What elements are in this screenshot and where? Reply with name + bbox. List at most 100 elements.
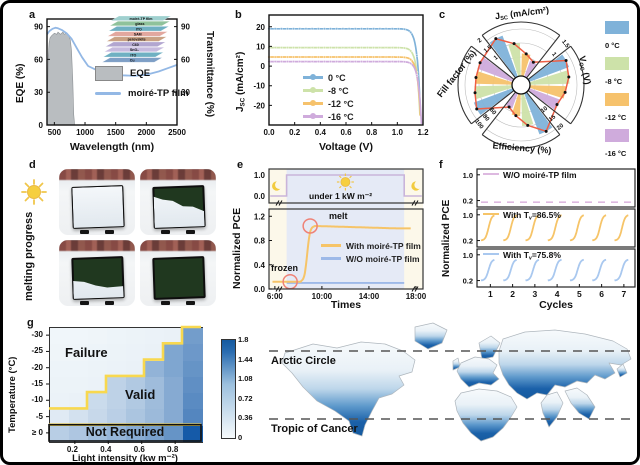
light-intensity-axis-label: Light intensity (kw m⁻²) xyxy=(72,453,178,464)
legend-item-m16c: -16 °C xyxy=(605,129,629,161)
panel-label-c: c xyxy=(439,9,446,21)
heatmap-cell xyxy=(88,393,108,410)
heatmap-cell xyxy=(145,360,165,378)
g-ytick: -15 xyxy=(31,379,43,388)
svg-text:7: 7 xyxy=(622,289,627,299)
g-ytick: -20 xyxy=(31,362,43,372)
heatmap-cell xyxy=(88,376,108,394)
legend-item-0c: 0 °C xyxy=(605,21,629,53)
normalized-pce-axis-label-f: Normalized PCE xyxy=(441,199,452,277)
heatmap-cell xyxy=(164,409,184,427)
svg-text:0: 0 xyxy=(39,121,44,130)
heatmap-cell xyxy=(88,360,108,378)
wavelength-axis-label: Wavelength (nm) xyxy=(69,141,155,153)
svg-text:80: 80 xyxy=(481,114,490,123)
svg-text:1.0: 1.0 xyxy=(392,128,404,137)
heatmap-cell xyxy=(50,409,70,427)
colorbar-tick: 1.08 xyxy=(238,374,253,384)
power-annotation: under 1 kW m⁻² xyxy=(309,191,373,201)
heatmap-cell xyxy=(183,344,203,362)
cycling-stability-chart: 1.0 0.2 1.0 0.2 1.0 0.2 1 2 3 4 5 6 7 xyxy=(463,168,636,299)
panel-e-legend: With moiré-TP film W/O moiré-TP film xyxy=(321,239,421,265)
colorbar-tick: 1.8 xyxy=(238,335,249,344)
svg-text:0.0: 0.0 xyxy=(254,192,266,201)
g-xtick: 0.6 xyxy=(133,445,145,454)
heatmap-cell xyxy=(126,409,146,427)
eqe-axis-label: EQE (%) xyxy=(15,63,26,103)
heatmap-cell xyxy=(183,360,203,378)
g-ytick: -5 xyxy=(35,411,43,421)
panel-a: a 500 1000 1500 2000 2500 0 30 60 90 30 60 90 moiré-… xyxy=(7,7,219,155)
svg-text:0.2: 0.2 xyxy=(463,197,473,206)
svg-text:1: 1 xyxy=(488,289,493,299)
normalized-pce-axis-label: Normalized PCE xyxy=(231,207,243,289)
svg-text:SAM: SAM xyxy=(134,33,142,37)
svg-text:1.0: 1.0 xyxy=(254,171,266,180)
melting-photo-4 xyxy=(140,240,216,306)
eqe-transmittance-chart: 500 1000 1500 2000 2500 0 30 60 90 30 60 90 moiré-TP… xyxy=(34,15,190,137)
heatmap-cell xyxy=(69,376,89,394)
heatmap-cell xyxy=(107,409,127,427)
heatmap-cell xyxy=(183,328,203,345)
svg-text:2000: 2000 xyxy=(137,128,155,137)
heatmap-cell xyxy=(164,344,184,362)
panel-e: e 1.0 0.0 1.2 0.8 0.4 0.0 6:00 10:00 14:00 18:00 … xyxy=(225,159,435,311)
svg-text:15: 15 xyxy=(548,114,557,123)
heatmap-cell xyxy=(145,344,165,362)
heatmap-cell xyxy=(50,360,70,378)
cycles-axis-label: Cycles xyxy=(539,299,573,311)
heatmap-cell xyxy=(69,360,89,378)
svg-text:60: 60 xyxy=(488,107,497,116)
frozen-annotation: frozen xyxy=(271,263,298,273)
heatmap-cell xyxy=(107,328,127,345)
svg-text:1.0: 1.0 xyxy=(463,211,473,220)
heatmap-cell xyxy=(145,328,165,345)
svg-text:14:00: 14:00 xyxy=(359,292,380,301)
svg-text:30: 30 xyxy=(34,88,43,97)
svg-text:glass: glass xyxy=(135,22,144,26)
heatmap-cell xyxy=(183,409,203,427)
world-map-panel: Arctic Circle Tropic of Cancer xyxy=(265,315,637,462)
temperature-axis-label: Temperature (°C) xyxy=(7,356,18,433)
svg-text:1.2: 1.2 xyxy=(417,128,429,137)
svg-text:0: 0 xyxy=(261,62,266,71)
svg-text:10:00: 10:00 xyxy=(312,292,333,301)
jsc-axis-label: JSC (mA/cm²) xyxy=(235,51,247,112)
g-ytick: -10 xyxy=(31,395,43,405)
svg-text:SnO₂: SnO₂ xyxy=(130,48,139,52)
svg-text:0.4: 0.4 xyxy=(315,128,327,137)
panel-f: f 1.0 0.2 1.0 0.2 1.0 0.2 1 2 3 4 5 6 7 Normalized P… xyxy=(437,159,637,311)
heatmap-cell xyxy=(164,360,184,378)
svg-text:20: 20 xyxy=(556,123,565,132)
legend-label-film: moiré-TP film xyxy=(128,87,189,99)
g-ytick: -25 xyxy=(31,346,43,356)
svg-text:0.6: 0.6 xyxy=(340,128,352,137)
heatmap-cell xyxy=(50,328,70,345)
svg-text:1.0: 1.0 xyxy=(463,251,473,260)
g-ytick: ≥ 0 xyxy=(31,427,43,437)
heatmap-cell xyxy=(69,328,89,345)
not-required-region-label: Not Required xyxy=(85,425,165,439)
heatmap-cell xyxy=(164,328,184,345)
panel-label-b: b xyxy=(235,9,242,21)
colorbar-tick: 0.72 xyxy=(238,393,253,403)
svg-text:ITO: ITO xyxy=(136,27,142,31)
svg-text:0.8: 0.8 xyxy=(254,237,266,246)
svg-text:1: 1 xyxy=(493,54,500,61)
voltage-axis-label: Voltage (V) xyxy=(318,141,374,153)
times-axis-label: Times xyxy=(330,299,362,311)
g-xtick: 0.8 xyxy=(167,445,179,454)
panel-c: c 1 1.5 2 1 1.5 10 15 20 60 80 100 JSC (mA/cm²) VO… xyxy=(435,5,637,158)
arctic-circle-label: Arctic Circle xyxy=(271,355,336,367)
svg-text:0.0: 0.0 xyxy=(254,285,266,294)
heatmap-cell xyxy=(107,360,127,378)
heatmap-cell xyxy=(69,409,89,427)
panel-g: g Failure Valid Not Required Temperature… xyxy=(7,315,263,464)
melting-progress-label: melting progress xyxy=(23,211,35,301)
svg-text:1000: 1000 xyxy=(76,128,94,137)
world-map xyxy=(269,322,635,442)
svg-text:0.2: 0.2 xyxy=(289,128,301,137)
svg-text:0.0: 0.0 xyxy=(263,128,275,137)
